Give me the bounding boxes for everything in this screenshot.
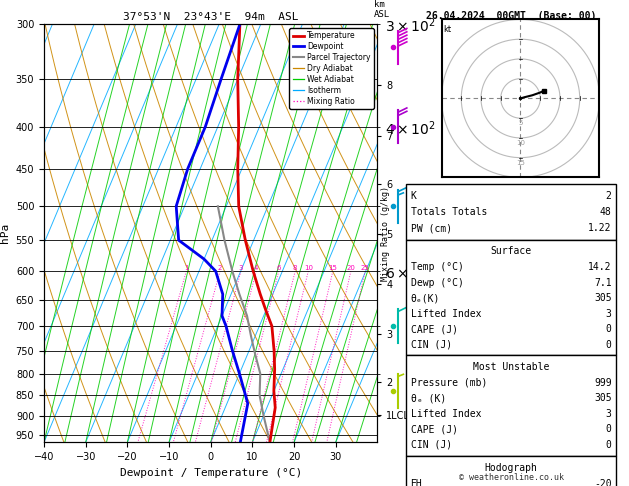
Text: 10: 10 — [516, 140, 525, 146]
Legend: Temperature, Dewpoint, Parcel Trajectory, Dry Adiabat, Wet Adiabat, Isotherm, Mi: Temperature, Dewpoint, Parcel Trajectory… — [289, 28, 374, 109]
Text: Totals Totals: Totals Totals — [411, 207, 487, 217]
Text: Lifted Index: Lifted Index — [411, 309, 481, 319]
Text: 4: 4 — [254, 265, 259, 271]
Text: 305: 305 — [594, 293, 611, 303]
Text: 1.22: 1.22 — [588, 223, 611, 233]
Text: 7.1: 7.1 — [594, 278, 611, 288]
Text: Dewp (°C): Dewp (°C) — [411, 278, 464, 288]
Text: CIN (J): CIN (J) — [411, 340, 452, 350]
Text: 0: 0 — [606, 424, 611, 434]
Text: 0: 0 — [606, 324, 611, 334]
Text: 10: 10 — [304, 265, 313, 271]
Text: 999: 999 — [594, 378, 611, 388]
Bar — [406, 456, 616, 486]
Title: 37°53'N  23°43'E  94m  ASL: 37°53'N 23°43'E 94m ASL — [123, 12, 299, 22]
Text: θₑ (K): θₑ (K) — [411, 393, 446, 403]
Text: K: K — [411, 191, 416, 201]
Text: 26.04.2024  00GMT  (Base: 00): 26.04.2024 00GMT (Base: 00) — [426, 11, 596, 21]
Text: 48: 48 — [600, 207, 611, 217]
Text: Most Unstable: Most Unstable — [473, 362, 549, 372]
Text: 0: 0 — [606, 440, 611, 450]
Text: © weatheronline.co.uk: © weatheronline.co.uk — [459, 473, 564, 482]
Text: 15: 15 — [516, 159, 525, 166]
Text: kt: kt — [443, 25, 452, 35]
Text: 1: 1 — [184, 265, 189, 271]
Text: Lifted Index: Lifted Index — [411, 409, 481, 419]
Text: 15: 15 — [328, 265, 337, 271]
Text: 14.2: 14.2 — [588, 262, 611, 272]
Text: Mixing Ratio (g/kg): Mixing Ratio (g/kg) — [381, 186, 389, 281]
Text: CIN (J): CIN (J) — [411, 440, 452, 450]
Text: Hodograph: Hodograph — [484, 463, 538, 473]
Bar — [406, 355, 616, 456]
Y-axis label: hPa: hPa — [0, 223, 10, 243]
Text: Surface: Surface — [491, 246, 532, 256]
Text: 8: 8 — [293, 265, 298, 271]
Text: Temp (°C): Temp (°C) — [411, 262, 464, 272]
Text: CAPE (J): CAPE (J) — [411, 324, 457, 334]
Text: CAPE (J): CAPE (J) — [411, 424, 457, 434]
Text: 6: 6 — [276, 265, 281, 271]
Text: 3: 3 — [606, 409, 611, 419]
Text: -20: -20 — [594, 479, 611, 486]
Text: 3: 3 — [606, 309, 611, 319]
X-axis label: Dewpoint / Temperature (°C): Dewpoint / Temperature (°C) — [120, 468, 302, 478]
Text: Pressure (mb): Pressure (mb) — [411, 378, 487, 388]
Text: PW (cm): PW (cm) — [411, 223, 452, 233]
Text: 25: 25 — [361, 265, 370, 271]
Text: θₑ(K): θₑ(K) — [411, 293, 440, 303]
Text: 20: 20 — [347, 265, 355, 271]
Text: 5: 5 — [518, 120, 523, 126]
Text: km
ASL: km ASL — [374, 0, 391, 19]
Text: EH: EH — [411, 479, 422, 486]
Text: 2: 2 — [606, 191, 611, 201]
Text: 2: 2 — [218, 265, 222, 271]
Text: 3: 3 — [238, 265, 243, 271]
Bar — [406, 240, 616, 355]
Text: 0: 0 — [606, 340, 611, 350]
Bar — [406, 184, 616, 240]
Text: 305: 305 — [594, 393, 611, 403]
